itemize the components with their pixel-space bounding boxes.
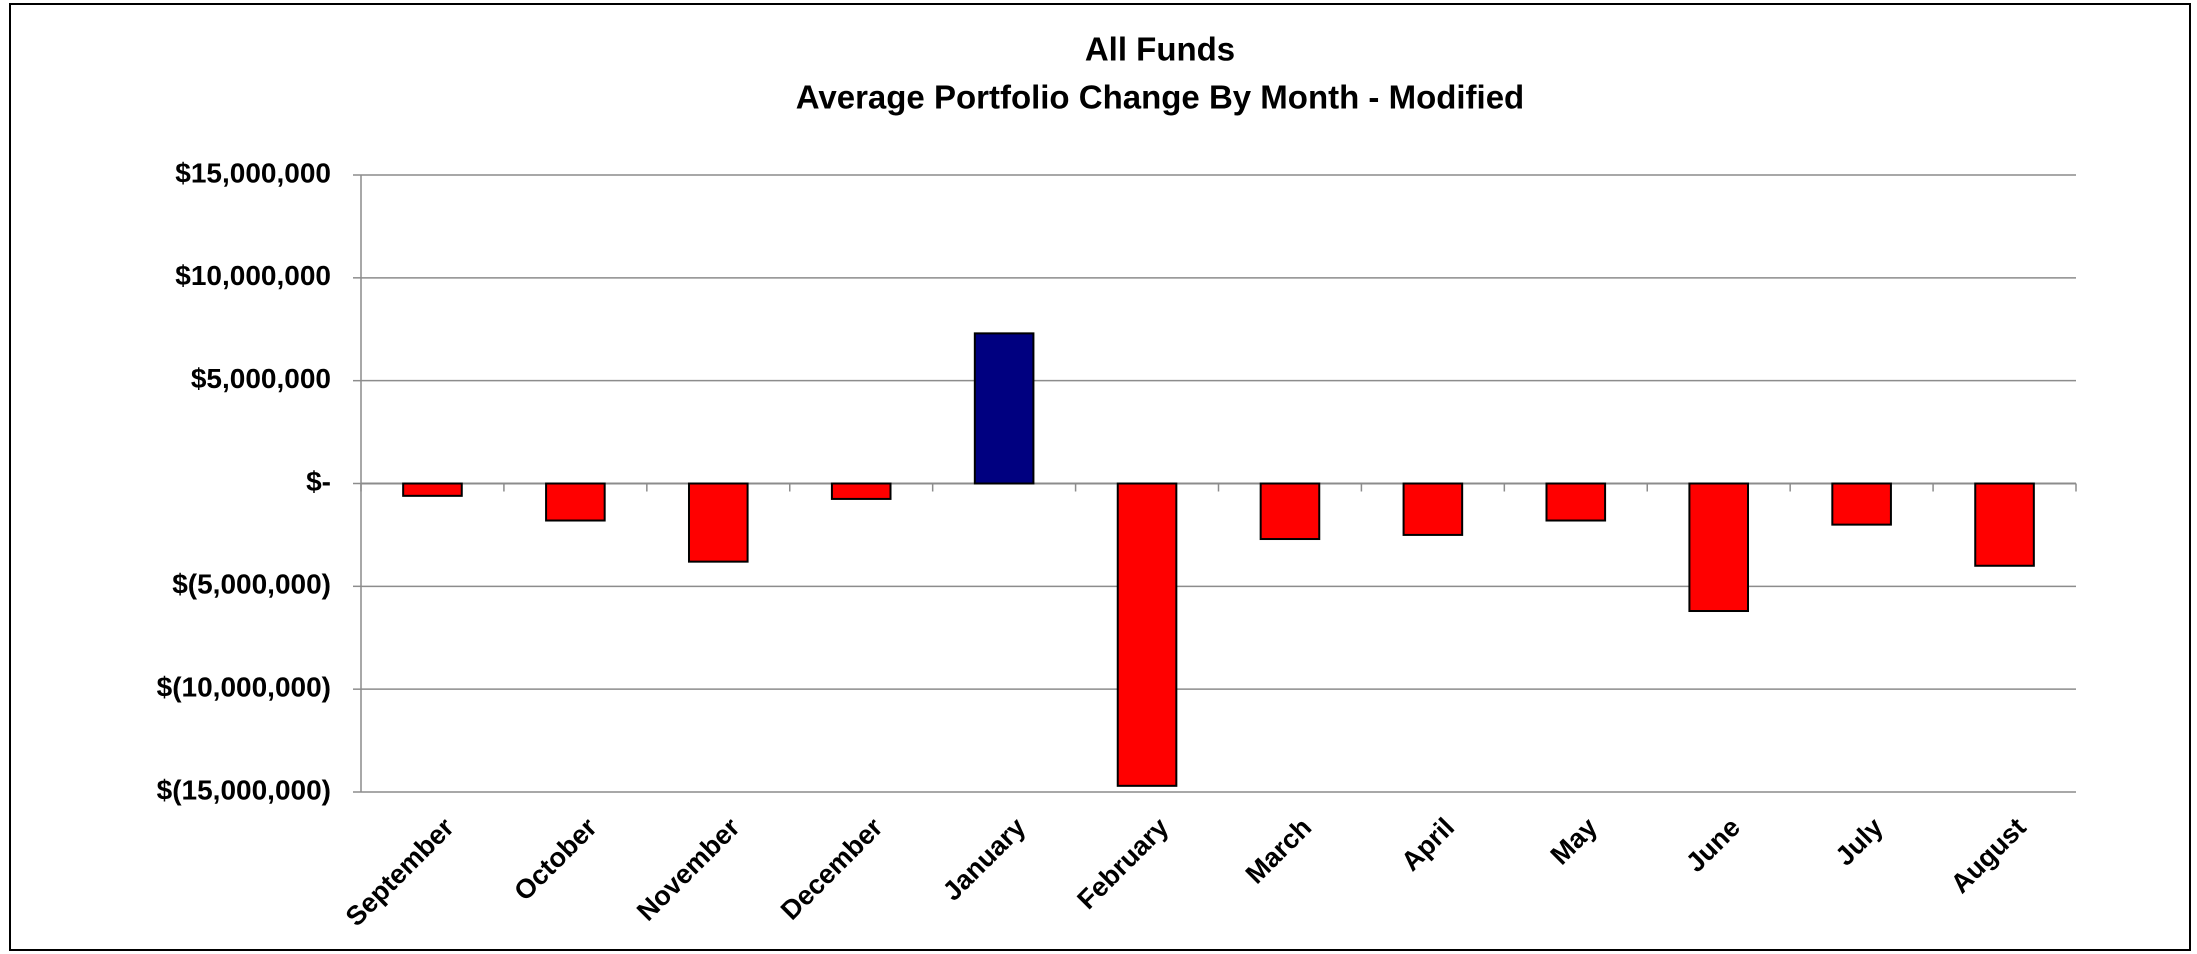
y-tick-label: $- <box>306 466 331 497</box>
bar <box>1402 482 1464 536</box>
y-tick-label: $5,000,000 <box>191 363 331 394</box>
bar <box>973 332 1035 485</box>
y-tick-label: $(10,000,000) <box>157 672 331 703</box>
bar <box>1545 482 1607 522</box>
bar <box>545 482 606 522</box>
bar <box>1259 482 1321 541</box>
y-tick-label: $(15,000,000) <box>157 774 331 805</box>
bar <box>1831 482 1892 526</box>
y-tick-label: $10,000,000 <box>175 260 331 291</box>
chart-frame <box>9 3 2191 951</box>
bar <box>1974 482 2035 567</box>
chart-subtitle: Average Portfolio Change By Month - Modi… <box>796 79 1524 116</box>
bar <box>1688 482 1750 613</box>
chart-title: All Funds <box>1085 31 1235 68</box>
bar <box>402 482 463 497</box>
y-tick-label: $15,000,000 <box>175 157 331 188</box>
bar <box>830 482 892 500</box>
bar <box>1116 482 1178 787</box>
y-tick-label: $(5,000,000) <box>172 569 331 600</box>
bar <box>687 482 749 563</box>
